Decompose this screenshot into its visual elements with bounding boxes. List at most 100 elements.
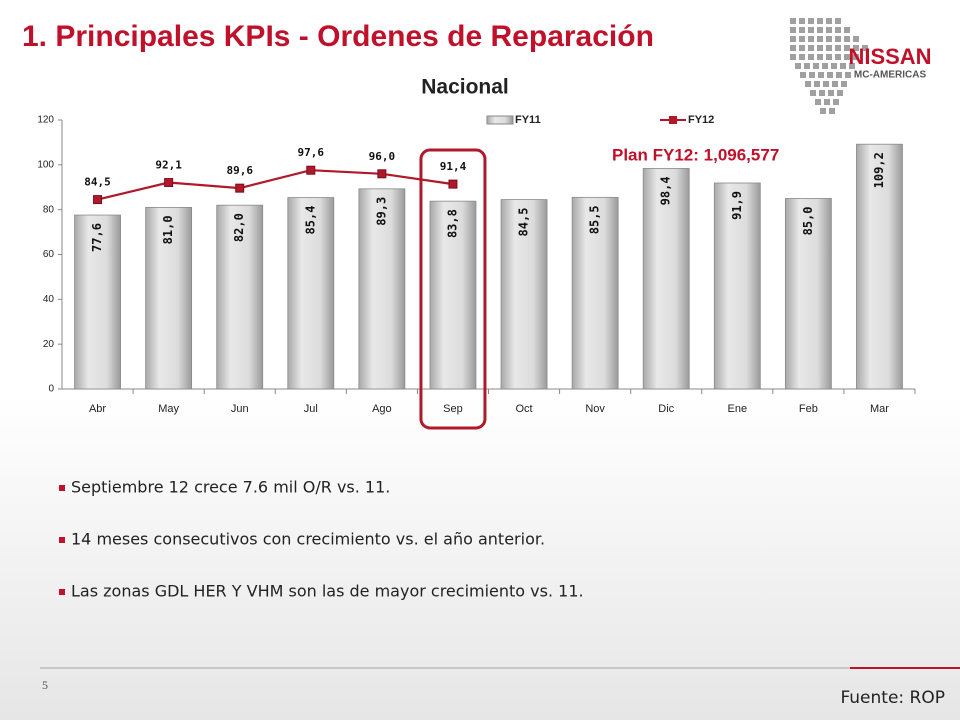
map-dot — [835, 18, 841, 24]
bar-value-label: 85,4 — [303, 206, 317, 235]
map-dot — [799, 54, 805, 60]
line-value-label: 89,6 — [226, 164, 253, 177]
map-dot — [817, 45, 823, 51]
map-dot — [805, 81, 811, 87]
map-dot — [799, 36, 805, 42]
map-dot — [820, 108, 826, 114]
map-dot — [824, 99, 830, 105]
bullet-marker — [59, 589, 65, 595]
map-dot — [814, 81, 820, 87]
bar-value-label: 82,0 — [232, 213, 246, 242]
annotation: Plan FY12: 1,096,577 — [612, 145, 779, 164]
bar — [216, 204, 264, 390]
bar-value-label: 84,5 — [517, 208, 531, 237]
y-tick-label: 80 — [43, 204, 55, 215]
x-tick-label: Jul — [304, 403, 318, 415]
map-dot — [813, 63, 819, 69]
map-dot — [799, 18, 805, 24]
y-tick-label: 60 — [43, 249, 55, 260]
map-dot — [808, 18, 814, 24]
map-dot — [833, 99, 839, 105]
map-dot — [799, 45, 805, 51]
bar — [642, 168, 690, 390]
map-dot — [804, 63, 810, 69]
map-dot — [845, 72, 851, 78]
map-dot — [826, 45, 832, 51]
chart-title: Nacional — [421, 76, 509, 99]
map-dot — [844, 54, 850, 60]
bar-value-label: 89,3 — [374, 197, 388, 226]
legend-marker — [669, 116, 677, 124]
bar-value-label: 81,0 — [161, 215, 175, 244]
x-tick-label: Ene — [728, 403, 748, 415]
map-dot — [818, 72, 824, 78]
map-dot — [826, 27, 832, 33]
map-dot — [823, 81, 829, 87]
map-dot — [835, 54, 841, 60]
bar — [358, 188, 406, 390]
bar-value-label: 83,8 — [445, 209, 459, 238]
map-dot — [835, 27, 841, 33]
y-tick-label: 20 — [43, 339, 55, 350]
map-dot — [826, 54, 832, 60]
map-dot — [841, 81, 847, 87]
legend-label: FY12 — [688, 114, 714, 126]
map-dot — [840, 63, 846, 69]
highlight-box — [419, 148, 487, 430]
x-tick-label: Feb — [799, 403, 818, 415]
bar-value-label: 98,4 — [659, 176, 673, 205]
map-dot — [809, 72, 815, 78]
map-dot — [828, 90, 834, 96]
bar-value-label: 91,9 — [730, 191, 744, 220]
map-dot — [800, 72, 806, 78]
map-dot — [790, 36, 796, 42]
map-dot — [817, 18, 823, 24]
bullet-text: 14 meses consecutivos con crecimiento vs… — [71, 530, 545, 549]
bar-value-label: 109,2 — [872, 152, 886, 188]
map-dot — [853, 45, 859, 51]
bar — [713, 182, 761, 390]
map-dot — [822, 63, 828, 69]
source: Fuente: ROP — [840, 688, 945, 708]
map-dot — [827, 72, 833, 78]
x-tick-label: Jun — [231, 403, 249, 415]
y-tick-label: 40 — [43, 294, 55, 305]
y-tick-label: 0 — [48, 384, 54, 395]
line-value-label: 92,1 — [155, 159, 182, 172]
map-dot — [808, 45, 814, 51]
bar — [287, 197, 335, 390]
x-tick-label: Sep — [443, 403, 463, 415]
map-dot — [817, 36, 823, 42]
bar-value-label: 85,5 — [588, 205, 602, 234]
bar — [571, 196, 619, 390]
bar — [74, 214, 121, 390]
line-value-label: 84,5 — [84, 176, 111, 189]
x-tick-label: Dic — [658, 403, 674, 415]
bullet-marker — [59, 537, 65, 543]
line-value-label: 91,4 — [440, 160, 467, 173]
legend-label: FY11 — [515, 114, 541, 126]
map-dot — [832, 81, 838, 87]
y-tick-label: 100 — [37, 159, 54, 170]
map-dot — [817, 27, 823, 33]
x-tick-label: Mar — [870, 403, 889, 415]
map-dot — [826, 36, 832, 42]
bullet-text: Septiembre 12 crece 7.6 mil O/R vs. 11. — [71, 478, 390, 497]
map-dot — [853, 36, 859, 42]
line-marker — [235, 183, 245, 193]
x-tick-label: May — [158, 403, 179, 415]
map-dot — [853, 54, 859, 60]
map-dot — [837, 90, 843, 96]
map-dot — [829, 108, 835, 114]
bar — [429, 200, 477, 390]
bar — [145, 207, 193, 390]
y-tick-label: 120 — [37, 115, 54, 126]
line-marker — [448, 179, 458, 189]
map-dot — [795, 63, 801, 69]
page-number: 5 — [42, 678, 48, 692]
legend-swatch — [486, 115, 514, 125]
x-tick-label: Ago — [372, 403, 392, 415]
bar — [500, 199, 548, 390]
map-dot — [826, 18, 832, 24]
